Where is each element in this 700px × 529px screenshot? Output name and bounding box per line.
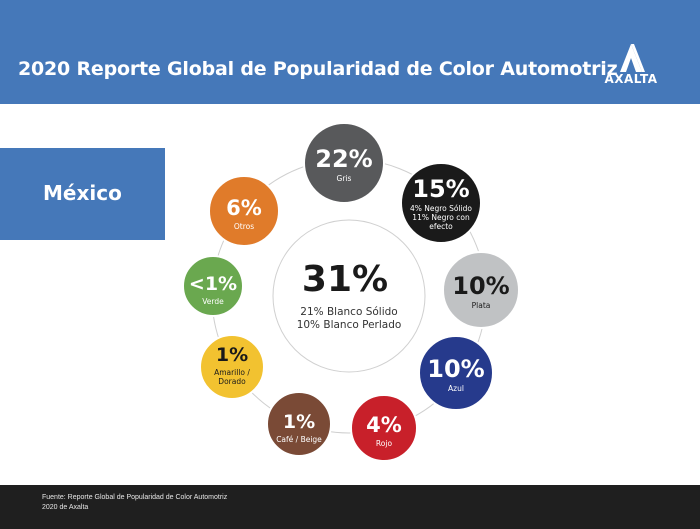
center-label: 10% Blanco Perlado	[297, 319, 402, 331]
color-bubble: 10%Azul	[418, 335, 494, 411]
header-banner: 2020 Reporte Global de Popularidad de Co…	[0, 0, 700, 104]
bubble-label: efecto	[429, 222, 453, 231]
bubble-value: 10%	[452, 272, 509, 300]
bubble-label: Verde	[202, 297, 224, 306]
logo-text: AXALTA	[604, 72, 658, 86]
color-bubble-circle	[199, 334, 265, 400]
color-bubble: 1% Amarillo /Dorado	[199, 334, 265, 400]
bubble-value: 10%	[427, 355, 484, 383]
bubble-label: Plata	[472, 301, 491, 310]
color-bubble-circle	[182, 255, 244, 317]
center-label: 21% Blanco Sólido	[300, 306, 397, 318]
bubble-label: 11% Negro con	[412, 213, 470, 222]
footer-source-line1: Fuente: Reporte Global de Popularidad de…	[42, 494, 228, 501]
color-bubble: 6% Otros	[208, 175, 280, 247]
bubble-label: Otros	[234, 222, 254, 231]
color-bubble-circle	[442, 251, 520, 329]
color-bubble-circle	[266, 391, 332, 457]
bubble-label: Azul	[448, 384, 464, 393]
axalta-logo-icon	[620, 44, 645, 72]
color-bubble: 10%Plata	[442, 251, 520, 329]
bubble-value: 4%	[366, 413, 402, 437]
bubble-label: Café / Beige	[276, 435, 322, 444]
color-bubble-circle	[418, 335, 494, 411]
bubble-value: 15%	[412, 175, 469, 203]
bubble-value: 1%	[216, 344, 248, 366]
bubble-label: Gris	[337, 174, 352, 183]
color-bubble: 4% Rojo	[350, 394, 418, 462]
bubble-label: Amarillo /	[214, 368, 250, 377]
color-bubble-circle	[350, 394, 418, 462]
color-bubble-circle	[400, 162, 482, 244]
color-bubble: 22%Gris	[303, 122, 385, 204]
color-bubble: 1% Café / Beige	[266, 391, 332, 457]
footer: Fuente: Reporte Global de Popularidad de…	[0, 485, 700, 529]
color-bubble: <1% Verde	[182, 255, 244, 317]
footer-source-line2: 2020 de Axalta	[42, 504, 89, 511]
page-title: 2020 Reporte Global de Popularidad de Co…	[18, 58, 618, 80]
bubble-value: 22%	[315, 145, 372, 173]
country-label: México	[43, 181, 122, 205]
country-box: México	[0, 148, 165, 240]
color-bubble-circle	[208, 175, 280, 247]
axalta-logo: AXALTA	[598, 40, 664, 88]
center-value: 31%	[302, 259, 388, 300]
center-circle	[272, 219, 426, 373]
bubble-value: <1%	[189, 273, 237, 295]
bubble-value: 6%	[226, 196, 262, 220]
bubble-label: Rojo	[376, 439, 393, 448]
color-bubble-circle	[303, 122, 385, 204]
bubble-value: 1%	[283, 411, 315, 433]
bubble-label: Dorado	[218, 377, 246, 386]
bubble-label: 4% Negro Sólido	[410, 204, 472, 213]
